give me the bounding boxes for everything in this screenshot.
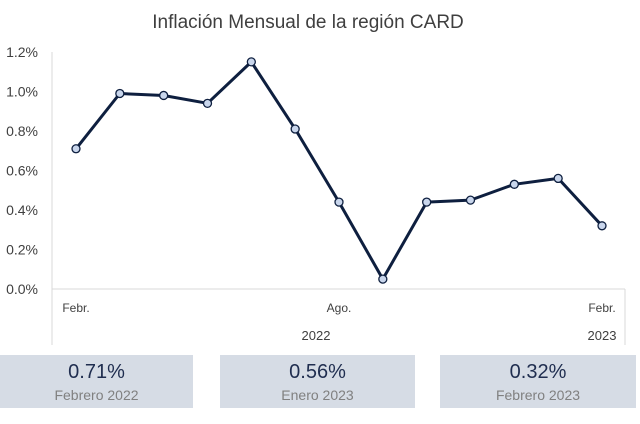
inflation-series-line <box>74 60 604 281</box>
data-point <box>246 57 256 67</box>
data-point <box>159 90 169 101</box>
data-point <box>290 124 300 134</box>
y-tick-label: 0.0% <box>6 281 38 297</box>
year-labels: 2022 2023 <box>302 328 617 343</box>
kpi-card-3: 0.32% Febrero 2023 <box>440 355 636 408</box>
x-tick-labels: Febr. Ago. Febr. <box>62 301 615 315</box>
data-point <box>202 98 213 108</box>
y-tick-label: 0.8% <box>6 123 38 139</box>
kpi-label: Febrero 2022 <box>54 387 139 403</box>
kpi-label: Febrero 2023 <box>495 387 581 403</box>
data-point <box>509 179 519 189</box>
kpi-value: 0.71% <box>68 361 125 383</box>
x-tick-label: Febr. <box>62 301 89 315</box>
inflation-line-chart: Inflación Mensual de la región CARD 0.0%… <box>6 12 626 345</box>
kpi-card-2: 0.56% Enero 2023 <box>220 355 415 408</box>
series-markers <box>71 57 607 284</box>
kpi-value: 0.56% <box>289 361 346 383</box>
y-tick-labels: 0.0% 0.2% 0.4% 0.6% 0.8% 1.0% 1.2% <box>6 44 38 297</box>
chart-title: Inflación Mensual de la región CARD <box>152 12 464 33</box>
data-point <box>71 144 81 154</box>
y-tick-label: 1.2% <box>6 44 38 60</box>
data-point <box>378 274 388 284</box>
data-point <box>553 173 563 184</box>
kpi-card-1: 0.71% Febrero 2022 <box>0 355 193 408</box>
year-label: 2022 <box>302 328 331 343</box>
y-tick-label: 1.0% <box>6 84 38 100</box>
y-tick-label: 0.4% <box>6 202 38 218</box>
data-point <box>334 197 344 207</box>
x-tick-label: Febr. <box>588 301 615 315</box>
data-point <box>465 195 476 205</box>
data-point <box>115 88 125 99</box>
data-point <box>422 197 432 207</box>
x-tick-label: Ago. <box>327 301 352 315</box>
kpi-label: Enero 2023 <box>281 387 354 403</box>
year-label: 2023 <box>588 328 617 343</box>
y-tick-label: 0.6% <box>6 163 38 179</box>
data-point <box>597 221 607 231</box>
kpi-value: 0.32% <box>509 361 567 383</box>
y-tick-label: 0.2% <box>6 242 38 258</box>
